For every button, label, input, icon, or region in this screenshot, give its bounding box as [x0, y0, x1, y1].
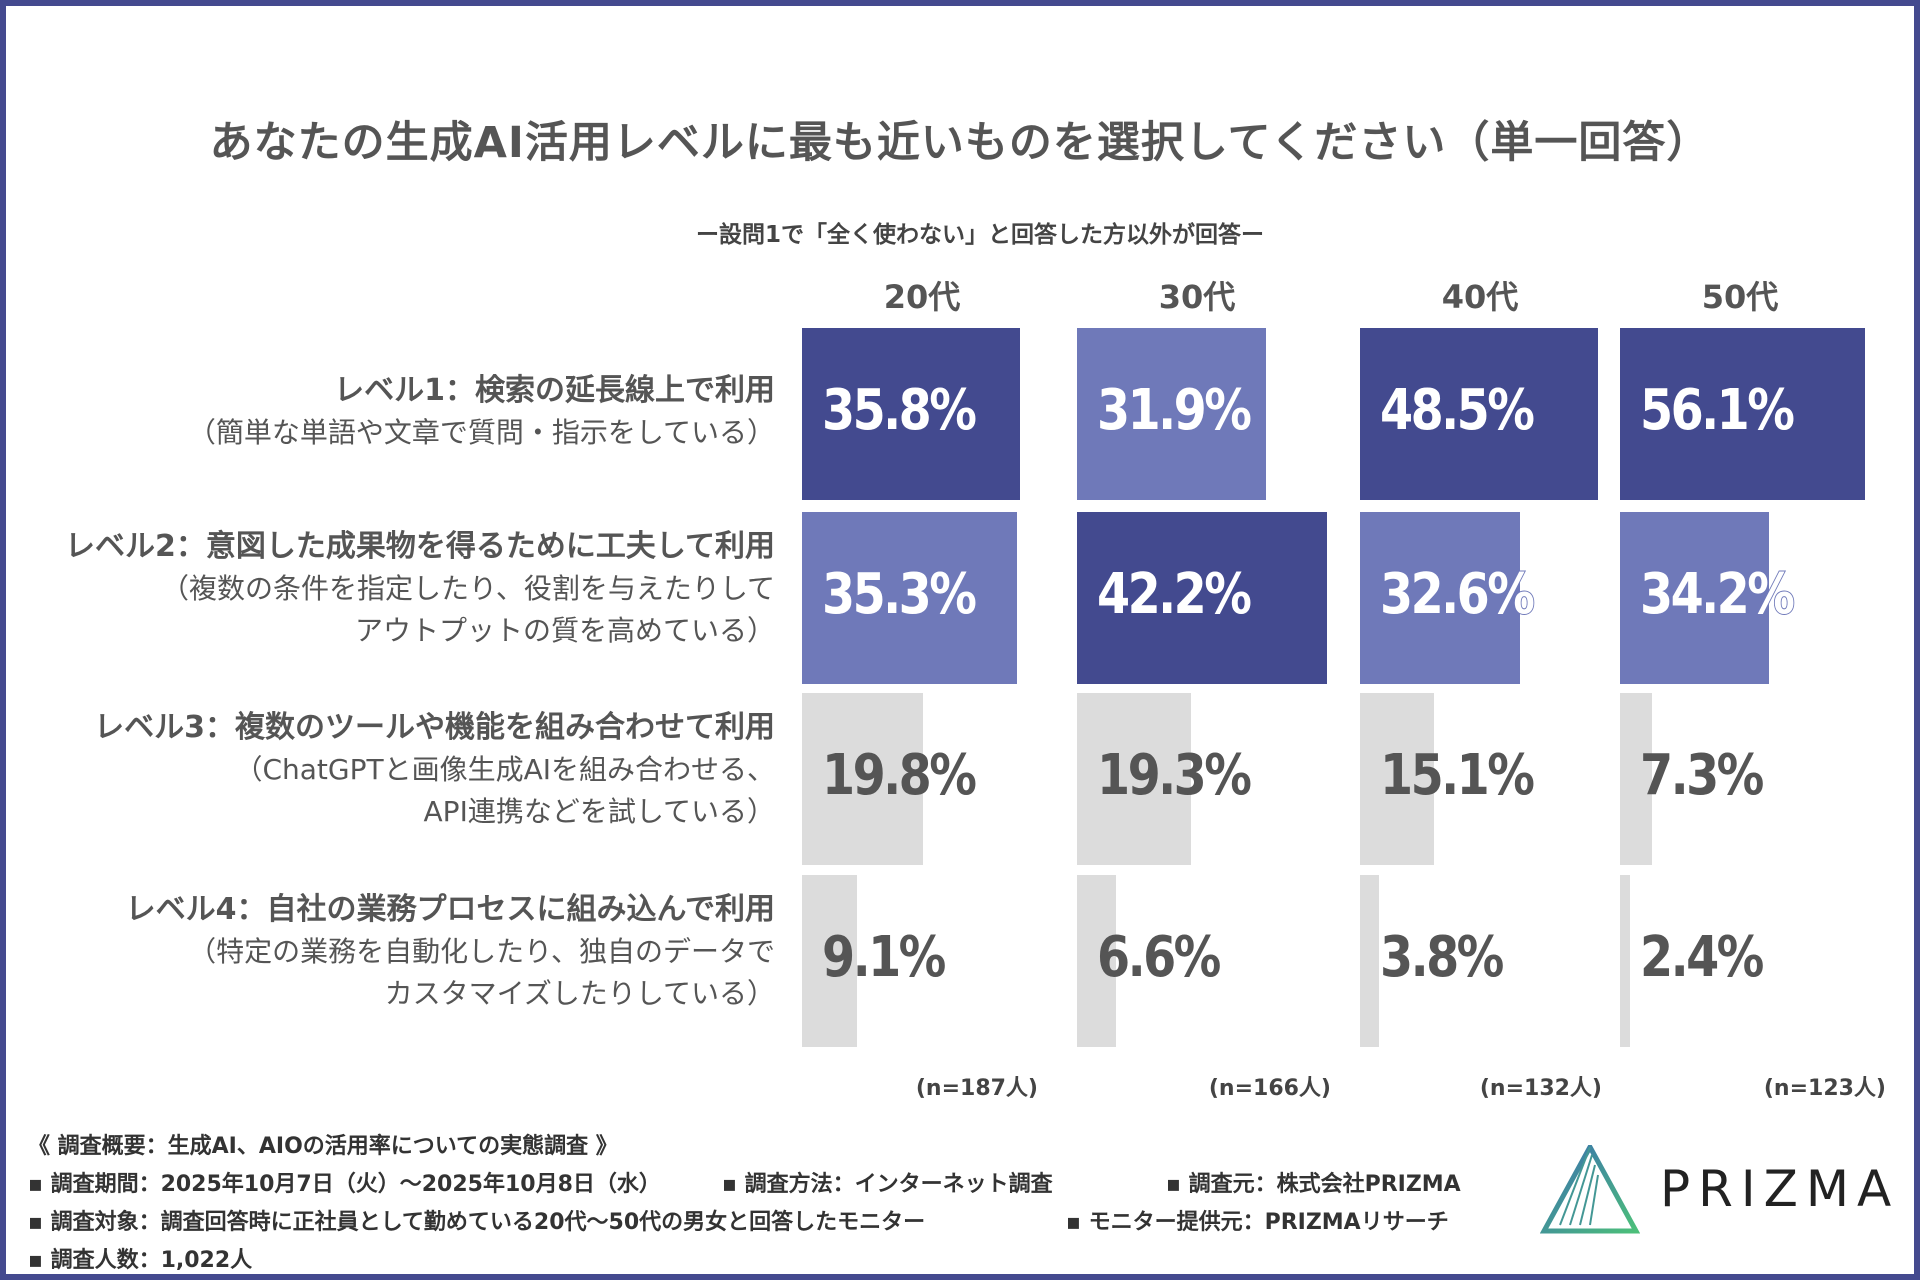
bar [802, 875, 858, 1047]
row-label-main: レベル4：自社の業務プロセスに組み込んで利用 [125, 892, 775, 927]
footer-target: ▪ 調査対象：調査回答時に正社員として勤めている20代〜50代の男女と回答したモ… [28, 1210, 926, 1235]
sample-size-label: (n=166人) [1208, 1076, 1331, 1101]
value-label: 19.8% [822, 743, 977, 808]
value-label: 6.6% [1097, 925, 1221, 990]
row-label-sub: （特定の業務を自動化したり、独自のデータで カスタマイズしたりしている） [188, 935, 775, 1010]
bar [1360, 875, 1379, 1047]
value-label: 32.6% [1379, 561, 1536, 628]
row-label-main: レベル3：複数のツールや機能を組み合わせて利用 [94, 710, 775, 745]
footer-method: ▪ 調査方法：インターネット調査 [722, 1172, 1053, 1197]
bar [1360, 693, 1435, 865]
value-label: 7.3% [1640, 743, 1764, 808]
value-label: 56.1% [1640, 378, 1795, 443]
value-label: 31.9% [1096, 377, 1253, 444]
chart-title: あなたの生成AI活用レベルに最も近いものを選択してください（単一回答） [209, 118, 1711, 168]
sample-size-label: (n=123人) [1763, 1076, 1886, 1101]
bar [1077, 512, 1327, 684]
row-label: レベル3：複数のツールや機能を組み合わせて利用 （ChatGPTと画像生成AIを組… [94, 707, 775, 833]
value-label: 35.3% [822, 562, 977, 627]
row-label-main: レベル2：意図した成果物を得るために工夫して利用 [65, 529, 775, 564]
bar [1620, 875, 1631, 1047]
bar [802, 693, 923, 865]
chart-subtitle: ー設問1で「全く使わない」と回答した方以外が回答ー [695, 222, 1264, 248]
row-label: レベル4：自社の業務プロセスに組み込んで利用 （特定の業務を自動化したり、独自のデ… [126, 889, 775, 1015]
prizma-logo-icon [1540, 1145, 1640, 1234]
footer-provider: ▪ モニター提供元：PRIZMAリサーチ [1066, 1210, 1449, 1235]
bar [802, 328, 1020, 500]
bar [1620, 328, 1865, 500]
column-header: 30代 [1158, 278, 1236, 316]
row-label-sub: （複数の条件を指定したり、役割を与えたりして アウトプットの質を高めている） [160, 572, 775, 647]
footer-source: ▪ 調査元：株式会社PRIZMA [1166, 1172, 1461, 1197]
column-header: 50代 [1701, 278, 1779, 316]
value-label: 19.3% [1097, 743, 1252, 808]
bar [1360, 512, 1520, 684]
bar [802, 512, 1017, 684]
value-label: 3.8% [1380, 925, 1504, 990]
footer-period: ▪ 調査期間：2025年10月7日（火）〜2025年10月8日（水） [28, 1172, 661, 1197]
value-label: 2.4% [1640, 925, 1764, 990]
bar [1620, 693, 1652, 865]
row-label-sub: （ChatGPTと画像生成AIを組み合わせる、 API連携などを試している） [234, 753, 775, 828]
bar [1077, 328, 1266, 500]
bar [1360, 328, 1598, 500]
column-header: 20代 [883, 278, 961, 316]
value-label: 35.8% [822, 378, 977, 443]
row-label: レベル1：検索の延長線上で利用 （簡単な単語や文章で質問・指示をしている） [188, 370, 775, 454]
row-label-sub: （簡単な単語や文章で質問・指示をしている） [187, 416, 775, 449]
row-label-main: レベル1：検索の延長線上で利用 [334, 373, 775, 408]
bar [1077, 875, 1117, 1047]
value-label: 15.1% [1380, 743, 1535, 808]
footer-heading: 《 調査概要：生成AI、AIOの活用率についての実態調査 》 [28, 1134, 618, 1159]
sample-size-label: (n=132人) [1479, 1076, 1602, 1101]
column-header: 40代 [1441, 278, 1519, 316]
footer-count: ▪ 調査人数：1,022人 [28, 1248, 253, 1273]
value-label: 9.1% [822, 925, 946, 990]
bar [1077, 693, 1192, 865]
row-label: レベル2：意図した成果物を得るために工夫して利用 （複数の条件を指定したり、役割を… [65, 526, 775, 652]
value-label: 42.2% [1097, 562, 1252, 627]
sample-size-label: (n=187人) [915, 1076, 1038, 1101]
value-label: 48.5% [1380, 378, 1535, 443]
prizma-logo-text: PRIZMA [1660, 1160, 1900, 1218]
value-label: 34.2% [1639, 561, 1796, 628]
bar [1620, 512, 1770, 684]
